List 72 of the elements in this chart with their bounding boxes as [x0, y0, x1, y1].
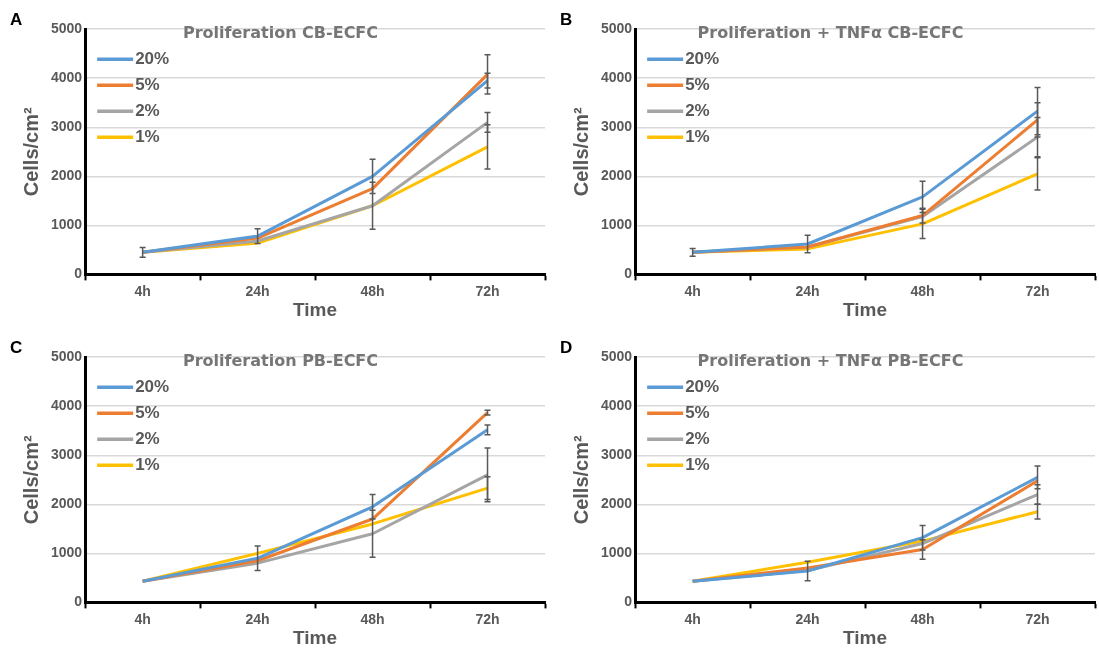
legend-label: 2% [135, 428, 160, 448]
chart-title: Proliferation + TNFα PB-ECFC [697, 350, 964, 370]
y-tick-label: 1000 [50, 216, 83, 233]
x-tick-label: 24h [795, 610, 820, 627]
y-tick-label: 5000 [50, 20, 83, 37]
legend-label: 2% [135, 100, 160, 120]
x-tick-label: 48h [910, 610, 935, 627]
y-tick-label: 1000 [600, 216, 633, 233]
x-tick-label: 72h [1025, 282, 1050, 299]
x-tick-label: 72h [475, 610, 500, 627]
legend-label: 20% [685, 376, 720, 396]
y-tick-label: 2000 [50, 167, 83, 184]
y-tick-label: 5000 [600, 348, 633, 365]
y-tick-label: 1000 [600, 544, 633, 561]
x-tick-label: 48h [910, 282, 935, 299]
x-tick-label: 72h [475, 282, 500, 299]
text: D [560, 338, 573, 358]
x-axis-title: Time [293, 626, 338, 648]
x-tick-label: 4h [134, 282, 151, 299]
text: C [10, 338, 23, 358]
chart-title: Proliferation CB-ECFC [182, 22, 379, 42]
x-tick-label: 4h [134, 610, 151, 627]
text: A [10, 10, 23, 30]
y-tick-label: 0 [624, 265, 633, 282]
y-tick-label: 4000 [50, 397, 83, 414]
legend-label: 20% [135, 48, 170, 68]
legend-label: 20% [135, 376, 170, 396]
y-tick-label: 3000 [600, 446, 633, 463]
legend-label: 5% [685, 74, 710, 94]
x-tick-label: 48h [360, 610, 385, 627]
text: B [560, 10, 573, 30]
legend-label: 1% [685, 126, 710, 146]
y-tick-label: 2000 [600, 167, 633, 184]
y-tick-label: 3000 [50, 446, 83, 463]
y-tick-label: 2000 [50, 495, 83, 512]
legend-label: 1% [135, 126, 160, 146]
chart-title: Proliferation + TNFα CB-ECFC [697, 22, 964, 42]
y-tick-label: 0 [624, 593, 633, 610]
y-axis-title: Cells/cm² [19, 435, 42, 525]
chart-title: Proliferation PB-ECFC [182, 350, 379, 370]
x-tick-label: 24h [245, 610, 270, 627]
y-tick-label: 1000 [50, 544, 83, 561]
x-tick-label: 4h [684, 282, 701, 299]
legend-label: 20% [685, 48, 720, 68]
legend-label: 2% [685, 428, 710, 448]
y-tick-label: 0 [74, 265, 83, 282]
y-tick-label: 2000 [600, 495, 633, 512]
x-tick-label: 24h [795, 282, 820, 299]
y-axis-title: Cells/cm² [569, 435, 592, 525]
x-tick-label: 48h [360, 282, 385, 299]
legend-label: 1% [135, 454, 160, 474]
legend-label: 5% [135, 402, 160, 422]
x-axis-title: Time [293, 298, 338, 320]
y-tick-label: 5000 [50, 348, 83, 365]
y-tick-label: 4000 [50, 69, 83, 86]
y-tick-label: 3000 [600, 118, 633, 135]
x-tick-label: 72h [1025, 610, 1050, 627]
y-tick-label: 0 [74, 593, 83, 610]
y-axis-title: Cells/cm² [569, 107, 592, 197]
y-tick-label: 3000 [50, 118, 83, 135]
y-tick-label: 4000 [600, 397, 633, 414]
legend-label: 5% [685, 402, 710, 422]
x-tick-label: 24h [245, 282, 270, 299]
x-axis-title: Time [843, 626, 888, 648]
y-axis-title: Cells/cm² [19, 107, 42, 197]
legend-label: 1% [685, 454, 710, 474]
y-tick-label: 5000 [600, 20, 633, 37]
x-axis-title: Time [843, 298, 888, 320]
legend-label: 5% [135, 74, 160, 94]
x-tick-label: 4h [684, 610, 701, 627]
y-tick-label: 4000 [600, 69, 633, 86]
legend-label: 2% [685, 100, 710, 120]
